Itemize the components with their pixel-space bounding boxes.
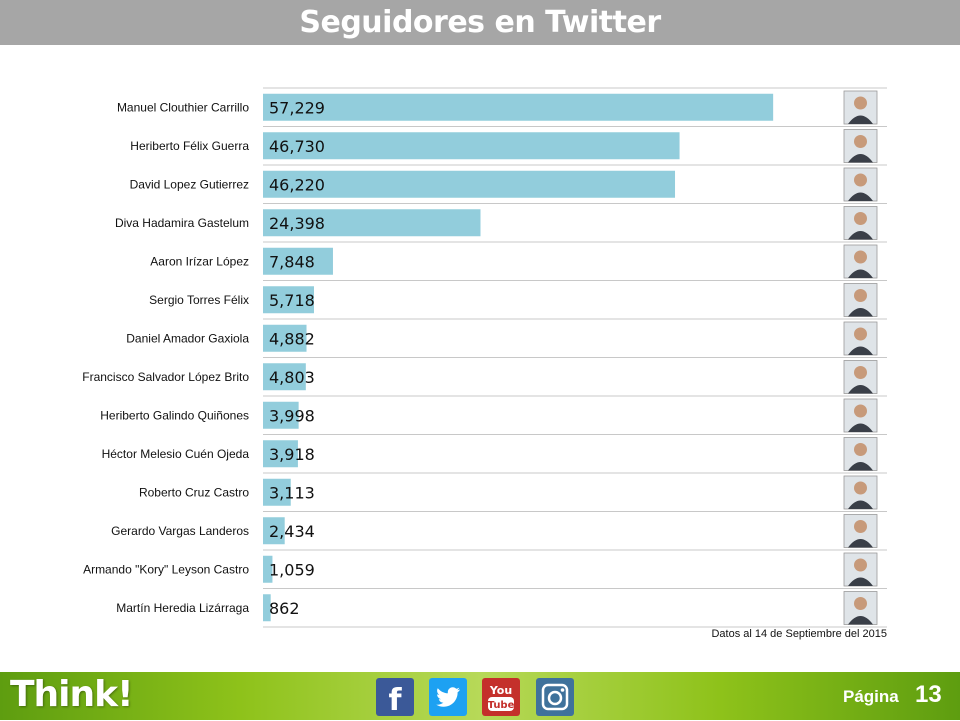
youtube-glyph-bottom: Tube — [488, 700, 515, 711]
data-label: 2,434 — [269, 522, 315, 541]
page-label: Página — [843, 687, 899, 706]
candidate-photo — [843, 206, 878, 240]
category-label: Sergio Torres Félix — [149, 293, 249, 307]
bar — [263, 324, 307, 352]
candidate-photo — [843, 398, 878, 433]
data-label: 7,848 — [269, 252, 315, 271]
footer-bar: Think! f You Tube Página 13 — [0, 672, 960, 720]
brand-logo: Think! — [10, 674, 134, 715]
bar — [263, 247, 333, 275]
category-label: Roberto Cruz Castro — [139, 485, 249, 499]
category-label: Armando "Kory" Leyson Castro — [83, 562, 249, 576]
bar — [263, 401, 299, 429]
bar-chart: Manuel Clouthier Carrillo 57,229 Heriberto… — [82, 87, 887, 628]
candidate-photo — [843, 591, 878, 625]
category-label: Daniel Amador Gaxiola — [126, 331, 249, 345]
category-label: Aaron Irízar López — [150, 254, 249, 268]
candidate-photo — [843, 475, 878, 510]
candidate-photo — [843, 514, 878, 548]
data-label: 3,113 — [269, 483, 315, 502]
category-label: Diva Hadamira Gastelum — [115, 216, 249, 230]
data-date-note: Datos al 14 de Septiembre del 2015 — [711, 628, 887, 640]
bar — [263, 517, 285, 545]
data-label: 46,730 — [269, 137, 325, 156]
data-label: 46,220 — [269, 175, 325, 194]
facebook-glyph: f — [388, 683, 402, 716]
category-label: Héctor Melesio Cuén Ojeda — [102, 447, 250, 461]
category-label: Heriberto Galindo Quiñones — [100, 408, 249, 422]
candidate-photo — [843, 283, 878, 317]
candidate-photo — [843, 437, 878, 471]
category-label: Martín Heredia Lizárraga — [116, 601, 249, 615]
candidate-photo — [843, 129, 878, 163]
bar — [263, 555, 273, 583]
candidate-photo — [843, 360, 878, 394]
title-bar: Seguidores en Twitter — [0, 0, 960, 45]
page-number: 13 — [915, 681, 942, 708]
page-title: Seguidores en Twitter — [299, 5, 661, 40]
bar — [263, 170, 676, 198]
data-label: 1,059 — [269, 560, 315, 579]
facebook-icon[interactable]: f — [376, 678, 414, 718]
bar — [263, 594, 271, 622]
category-label: Manuel Clouthier Carrillo — [117, 100, 249, 114]
data-label: 3,918 — [269, 445, 315, 464]
candidate-photo — [843, 321, 878, 356]
category-label: Heriberto Félix Guerra — [130, 139, 249, 153]
instagram-icon[interactable] — [536, 678, 574, 716]
bar — [263, 286, 314, 314]
category-label: Francisco Salvador López Brito — [82, 370, 249, 384]
bar — [263, 363, 306, 391]
data-label: 4,882 — [269, 329, 315, 348]
data-label: 4,803 — [269, 368, 315, 387]
candidate-photo — [843, 90, 878, 125]
candidate-photo — [843, 167, 878, 202]
youtube-glyph-top: You — [489, 684, 512, 697]
bar — [263, 93, 774, 121]
bar — [263, 209, 481, 237]
bar — [263, 440, 298, 468]
bar — [263, 478, 291, 506]
data-label: 24,398 — [269, 214, 325, 233]
candidate-photo — [843, 552, 878, 587]
data-label: 5,718 — [269, 291, 315, 310]
candidate-photo — [843, 244, 878, 279]
data-label: 57,229 — [269, 98, 325, 117]
twitter-icon[interactable] — [429, 678, 467, 716]
category-label: David Lopez Gutierrez — [130, 177, 249, 191]
bar — [263, 132, 680, 160]
data-label: 3,998 — [269, 406, 315, 425]
category-label: Gerardo Vargas Landeros — [111, 524, 249, 538]
youtube-icon[interactable]: You Tube — [482, 678, 520, 716]
data-label: 862 — [269, 599, 300, 618]
